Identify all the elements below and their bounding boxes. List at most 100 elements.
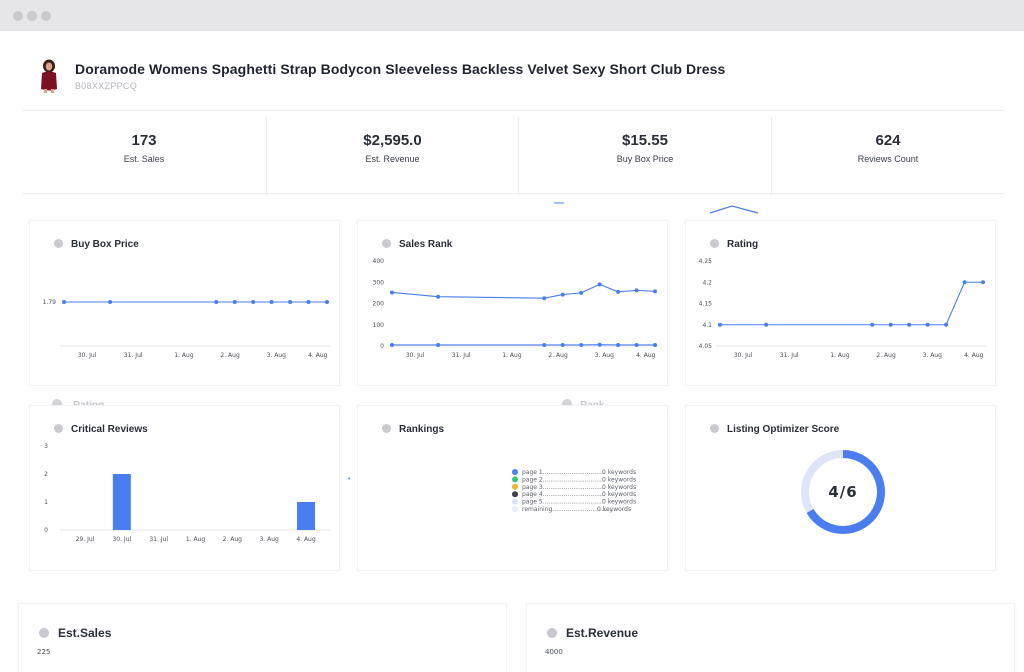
data-point [597, 282, 602, 287]
legend-value: 0 keywords [602, 484, 636, 491]
series-line [391, 283, 656, 299]
data-point [436, 342, 441, 347]
data-point [579, 342, 584, 347]
x-tick-label: 29. Jul [76, 536, 95, 543]
data-point [232, 300, 237, 304]
y-axis-tick: 225 [37, 648, 51, 656]
card-title: Est.Sales [39, 626, 111, 640]
y-tick-label: 2 [44, 471, 48, 478]
y-tick-label: 200 [373, 301, 385, 308]
x-tick-label: 1. Aug [830, 352, 850, 359]
stat-est-revenue: $2,595.0 Est. Revenue [267, 111, 518, 195]
x-tick-label: 31. Jul [780, 352, 799, 359]
data-point [269, 300, 274, 304]
data-point [634, 288, 639, 293]
legend-swatch [512, 483, 518, 490]
y-tick-label: 3 [44, 443, 48, 450]
divider [518, 117, 519, 195]
data-point [616, 342, 621, 347]
data-point [962, 280, 967, 285]
x-tick-label: 1. Aug [186, 536, 206, 543]
data-point [597, 342, 602, 347]
stat-value: 173 [131, 132, 157, 149]
card-title: Listing Optimizer Score [710, 424, 839, 435]
data-point [560, 292, 565, 297]
data-point [616, 289, 621, 294]
x-tick-label: 2. Aug [548, 352, 568, 359]
background-chart-fragment [554, 202, 759, 214]
card-title: Buy Box Price [54, 239, 139, 250]
card-rating: Rating 30. Jul 31. Jul 1. Aug 2. Aug 3. Aug 4… [685, 220, 996, 386]
card-title: Est.Revenue [547, 626, 638, 640]
y-tick-label: 100 [373, 322, 385, 329]
legend-value: 0 keywords [602, 469, 636, 476]
divider [266, 117, 267, 195]
x-tick-label: 3. Aug [259, 536, 279, 543]
y-tick-label: 4.05 [699, 343, 713, 350]
stray-marker: • [348, 476, 351, 483]
y-tick-label: 0 [44, 527, 48, 534]
x-tick-label: 30. Jul [112, 536, 131, 543]
x-tick-label: 2. Aug [223, 536, 243, 543]
y-tick-label: 4.1 [702, 322, 712, 329]
y-tick-label: 1.79 [43, 299, 57, 306]
x-tick-label: 31. Jul [452, 352, 471, 359]
product-thumbnail[interactable] [36, 59, 62, 93]
x-tick-label: 30. Jul [734, 352, 753, 359]
ghost-label-rank: Rank [580, 400, 605, 408]
donut-progress-arc [806, 450, 885, 534]
legend-label: page 5................................. [522, 499, 606, 506]
listing-optimizer-donut: 4/6 [801, 450, 885, 534]
ghost-dot [52, 399, 62, 409]
bar [297, 502, 315, 530]
window-close-dot[interactable] [13, 11, 23, 21]
data-point [981, 280, 985, 285]
stat-est-sales: 173 Est. Sales [22, 111, 266, 195]
x-tick-label: 3. Aug [595, 352, 615, 359]
x-tick-label: 3. Aug [923, 352, 943, 359]
legend-swatch [512, 498, 518, 505]
card-title: Sales Rank [382, 239, 452, 250]
x-tick-label: 4. Aug [308, 352, 328, 359]
stat-label: Est. Sales [123, 154, 165, 164]
window-titlebar [0, 0, 1024, 31]
product-title[interactable]: Doramode Womens Spaghetti Strap Bodycon … [75, 61, 726, 77]
legend-value: 0 keywords [602, 499, 636, 506]
data-point [925, 322, 930, 327]
card-buy-box-price: Buy Box Price 30. Jul 31. Jul 1. Aug 2. Aug… [29, 220, 340, 386]
card-est-revenue: Est.Revenue 4000 [526, 603, 1015, 672]
x-tick-label: 30. Jul [406, 352, 425, 359]
legend-label: page 1................................. [522, 469, 606, 476]
ghost-label-rating: Rating [73, 400, 105, 408]
data-point [944, 322, 949, 327]
window-maximize-dot[interactable] [41, 11, 51, 21]
x-tick-label: 2. Aug [220, 352, 240, 359]
rankings-legend: page 1.................................0… [512, 469, 636, 513]
stat-label: Est. Revenue [365, 154, 420, 164]
window-minimize-dot[interactable] [27, 11, 37, 21]
y-axis-tick: 4000 [545, 648, 563, 656]
stat-value: 624 [875, 132, 901, 149]
legend-swatch [512, 491, 518, 498]
card-rankings: Rankings page 1.........................… [357, 405, 668, 571]
y-tick-label: 0 [380, 343, 384, 350]
legend-value: 0 keywords [602, 491, 636, 498]
card-critical-reviews: Critical Reviews 0 1 2 3 29. Jul 30. Jul 31. J… [29, 405, 340, 571]
data-point [718, 322, 722, 327]
legend-label: remaining...............................… [522, 506, 615, 513]
bar [112, 474, 131, 530]
card-title: Rating [710, 239, 758, 250]
buy-box-price-chart: 30. Jul 31. Jul 1. Aug 2. Aug 3. Aug 4. Aug 1.… [43, 299, 331, 359]
x-tick-label: 1. Aug [502, 352, 522, 359]
data-point [108, 300, 113, 304]
data-point [634, 342, 639, 347]
data-point [436, 294, 441, 299]
product-asin: B08XXZPPCQ [75, 81, 138, 91]
stat-label: Buy Box Price [616, 154, 674, 164]
data-point [764, 322, 769, 327]
x-tick-label: 2. Aug [876, 352, 896, 359]
data-point [542, 342, 547, 347]
x-tick-label: 30. Jul [78, 352, 97, 359]
legend-value: 0 keywords [597, 506, 631, 513]
data-point [542, 296, 547, 301]
